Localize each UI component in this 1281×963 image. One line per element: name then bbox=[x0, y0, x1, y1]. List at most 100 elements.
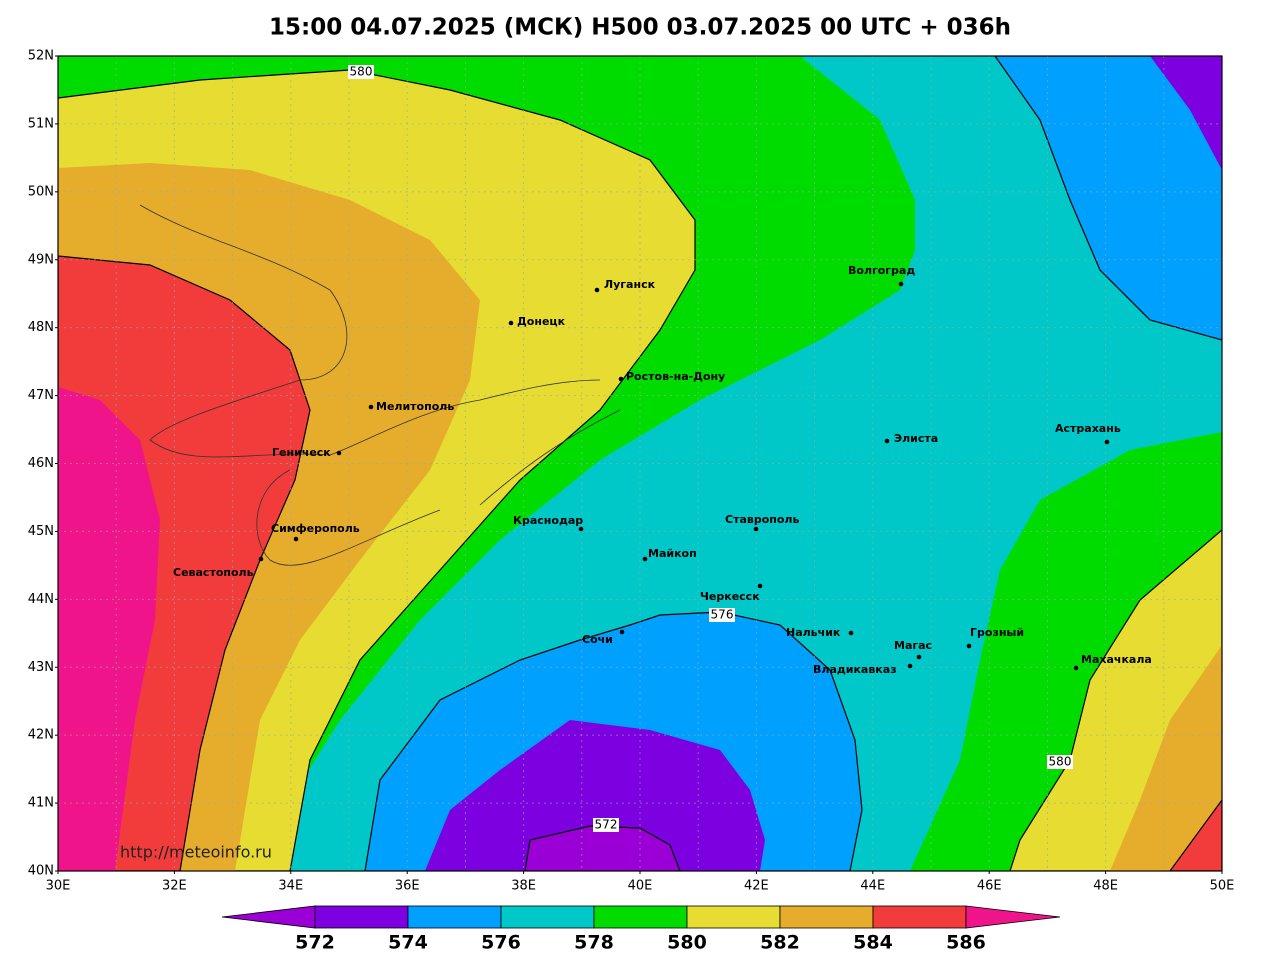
lon-label: 38E bbox=[511, 879, 536, 894]
lon-label: 30E bbox=[46, 879, 71, 894]
city-dot bbox=[594, 287, 600, 293]
field-region bbox=[524, 825, 681, 871]
map bbox=[58, 56, 1222, 871]
colorbar-tick-label: 582 bbox=[760, 932, 800, 954]
lat-label: 46N bbox=[28, 456, 54, 471]
city-dot bbox=[884, 438, 890, 444]
contour-label-bg bbox=[348, 65, 374, 79]
field-region bbox=[58, 387, 160, 871]
colorbar-tick-label: 572 bbox=[295, 932, 335, 954]
lon-label: 32E bbox=[162, 879, 187, 894]
coastline bbox=[139, 204, 621, 566]
field-region bbox=[1169, 798, 1222, 871]
city-dot bbox=[907, 663, 913, 669]
colorbar-under bbox=[221, 905, 316, 929]
city-dot bbox=[753, 526, 759, 532]
city-label: Майкоп bbox=[648, 547, 697, 560]
city-dot bbox=[618, 376, 624, 382]
colorbar-tick-label: 574 bbox=[388, 932, 428, 954]
city-label: Грозный bbox=[970, 626, 1024, 639]
lat-label: 43N bbox=[28, 660, 54, 675]
lat-label: 42N bbox=[28, 728, 54, 743]
lon-label: 36E bbox=[395, 879, 420, 894]
city-dot bbox=[1104, 439, 1110, 445]
city-label: Донецк bbox=[517, 315, 566, 328]
city-dot bbox=[578, 526, 584, 532]
city-label: Геническ bbox=[272, 446, 331, 459]
colorbar-segment bbox=[407, 905, 502, 929]
city-label: Владикавказ bbox=[813, 663, 897, 676]
colorbar-segment bbox=[314, 905, 409, 929]
city-dot bbox=[258, 556, 264, 562]
city-label: Магас bbox=[894, 639, 932, 652]
colorbar-segment bbox=[593, 905, 688, 929]
city-dot bbox=[916, 654, 922, 660]
city-dot bbox=[757, 583, 763, 589]
lat-label: 51N bbox=[28, 116, 54, 131]
lat-label: 47N bbox=[28, 388, 54, 403]
lat-label: 48N bbox=[28, 320, 54, 335]
colorbar-tick-label: 576 bbox=[481, 932, 521, 954]
city-label: Астрахань bbox=[1055, 422, 1121, 435]
city-label: Луганск bbox=[604, 278, 656, 291]
city-dot bbox=[336, 450, 342, 456]
city-label: Сочи bbox=[582, 633, 613, 646]
contour-label-bg bbox=[709, 608, 735, 622]
city-label: Краснодар bbox=[513, 514, 583, 527]
city-dot bbox=[848, 630, 854, 636]
city-label: Мелитополь bbox=[376, 400, 454, 413]
city-dot bbox=[368, 404, 374, 410]
city-dot bbox=[508, 320, 514, 326]
city-dot bbox=[642, 556, 648, 562]
field-region bbox=[1150, 56, 1222, 170]
lon-label: 44E bbox=[860, 879, 885, 894]
title: 15:00 04.07.2025 (МСК) H500 03.07.2025 0… bbox=[269, 15, 1011, 41]
field-region bbox=[1110, 645, 1222, 871]
field-region bbox=[425, 720, 765, 871]
contour-label: 580 bbox=[1049, 755, 1072, 769]
lat-label: 44N bbox=[28, 592, 54, 607]
colorbar-segment bbox=[779, 905, 874, 929]
colorbar-segment bbox=[500, 905, 595, 929]
lon-label: 40E bbox=[628, 879, 653, 894]
contour-label-bg bbox=[593, 818, 619, 832]
contour-label: 572 bbox=[595, 818, 618, 832]
lat-label: 41N bbox=[28, 796, 54, 811]
lon-label: 34E bbox=[278, 879, 303, 894]
lon-label: 50E bbox=[1210, 879, 1235, 894]
lat-label: 50N bbox=[28, 184, 54, 199]
colorbar-segment bbox=[686, 905, 781, 929]
watermark: http://meteoinfo.ru bbox=[120, 843, 272, 862]
city-dot bbox=[1073, 665, 1079, 671]
city-label: Ставрополь bbox=[725, 513, 799, 526]
contour-label-bg bbox=[1047, 755, 1073, 769]
contour-label: 576 bbox=[711, 608, 734, 622]
city-dot bbox=[293, 536, 299, 542]
lat-label: 49N bbox=[28, 252, 54, 267]
lat-label: 45N bbox=[28, 524, 54, 539]
city-label: Севастополь bbox=[173, 566, 254, 579]
lon-label: 42E bbox=[744, 879, 769, 894]
city-dot bbox=[966, 643, 972, 649]
colorbar-segment bbox=[872, 905, 967, 929]
contour-label: 580 bbox=[350, 65, 373, 79]
lat-label: 52N bbox=[28, 49, 54, 64]
city-dot bbox=[898, 281, 904, 287]
colorbar-tick-label: 586 bbox=[946, 932, 986, 954]
colorbar-tick-label: 580 bbox=[667, 932, 707, 954]
city-label: Ростов-на-Дону bbox=[626, 370, 725, 383]
city-label: Волгоград bbox=[848, 264, 915, 277]
city-dot bbox=[619, 629, 625, 635]
colorbar-over bbox=[965, 905, 1061, 929]
field-region bbox=[994, 56, 1222, 341]
lon-label: 48E bbox=[1093, 879, 1118, 894]
colorbar-tick-label: 578 bbox=[574, 932, 614, 954]
city-label: Элиста bbox=[894, 432, 938, 445]
city-label: Махачкала bbox=[1081, 653, 1152, 666]
city-label: Нальчик bbox=[786, 626, 841, 639]
lon-label: 46E bbox=[977, 879, 1002, 894]
colorbar-tick-label: 584 bbox=[853, 932, 893, 954]
lat-label: 40N bbox=[28, 864, 54, 879]
city-label: Симферополь bbox=[271, 522, 360, 535]
